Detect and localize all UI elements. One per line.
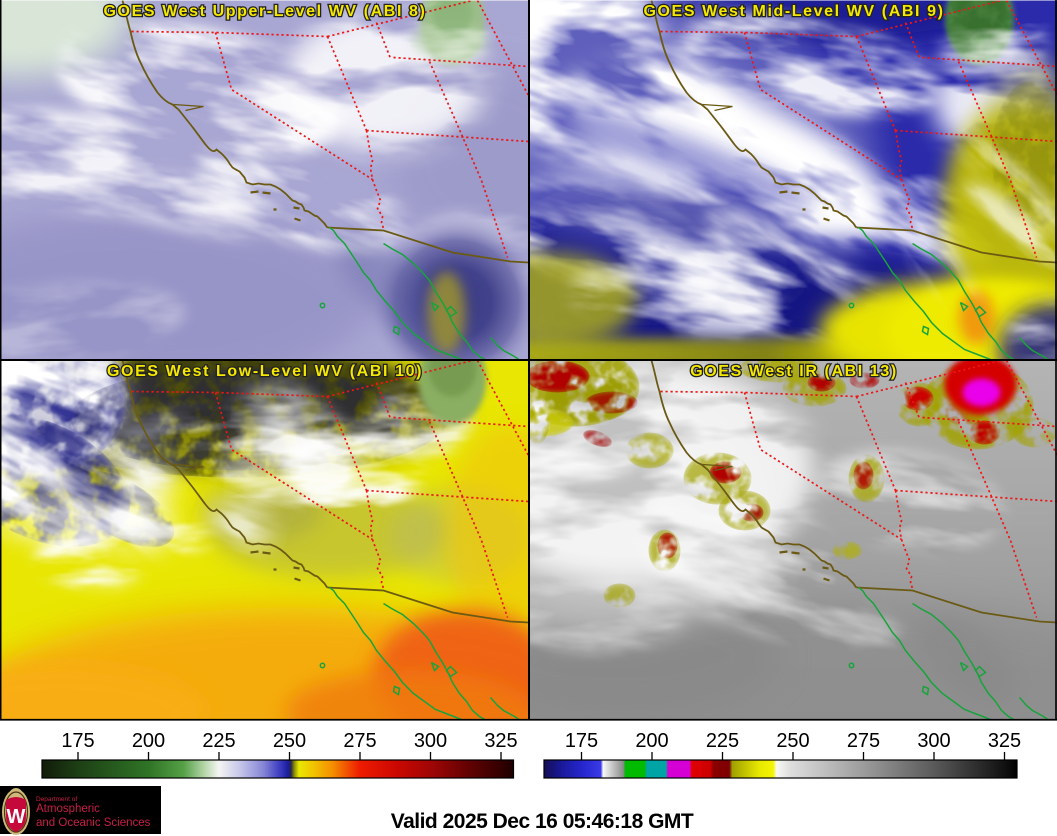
svg-text:250: 250 <box>273 730 306 752</box>
svg-text:200: 200 <box>635 730 668 752</box>
svg-text:275: 275 <box>847 730 880 752</box>
svg-text:325: 325 <box>988 730 1021 752</box>
svg-text:250: 250 <box>776 730 809 752</box>
svg-text:300: 300 <box>917 730 950 752</box>
svg-text:175: 175 <box>565 730 598 752</box>
svg-text:GOES West IR (ABI 13): GOES West IR (ABI 13) <box>690 363 898 380</box>
svg-text:225: 225 <box>202 730 235 752</box>
svg-text:Department of: Department of <box>36 796 77 803</box>
svg-text:275: 275 <box>343 730 376 752</box>
svg-text:W: W <box>7 806 26 828</box>
svg-text:300: 300 <box>414 730 447 752</box>
svg-text:Valid 2025 Dec 16 05:46:18 GMT: Valid 2025 Dec 16 05:46:18 GMT <box>391 810 694 833</box>
svg-text:225: 225 <box>706 730 739 752</box>
svg-text:Atmospheric: Atmospheric <box>36 803 100 815</box>
svg-text:GOES West Mid-Level WV (ABI 9): GOES West Mid-Level WV (ABI 9) <box>643 3 944 20</box>
svg-text:325: 325 <box>484 730 517 752</box>
svg-text:175: 175 <box>61 730 94 752</box>
svg-text:and Oceanic Sciences: and Oceanic Sciences <box>36 817 151 829</box>
svg-text:GOES West Upper-Level WV (ABI: GOES West Upper-Level WV (ABI 8) <box>104 3 427 20</box>
svg-text:200: 200 <box>132 730 165 752</box>
svg-text:GOES West Low-Level WV (ABI 10: GOES West Low-Level WV (ABI 10) <box>107 363 423 380</box>
